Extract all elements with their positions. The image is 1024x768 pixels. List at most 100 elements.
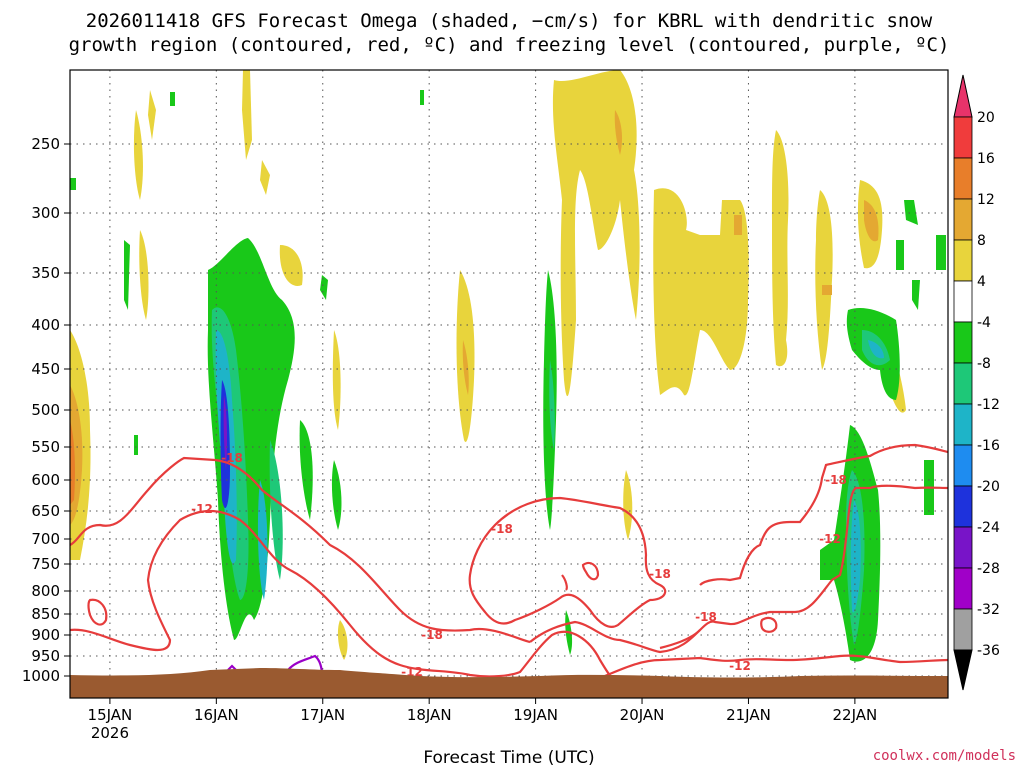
colorbar-tick-label: -12 — [977, 397, 1000, 413]
contour-label: -18 — [649, 567, 671, 581]
colorbar: 20 16 12 8 4 -4 -8 -12 -16 -20 -24 -28 -32 -36 — [953, 74, 1000, 691]
omega-shade-green — [299, 420, 313, 520]
colorbar-tick-label: 8 — [977, 233, 986, 249]
freezing-level-contours — [227, 654, 324, 676]
colorbar-segment — [953, 444, 973, 487]
colorbar-tick-label: -16 — [977, 438, 1000, 454]
colorbar-tick-label: -24 — [977, 520, 1000, 536]
contour-label: -12 — [191, 502, 213, 516]
colorbar-segment — [953, 280, 973, 323]
dgz-contour-line — [561, 574, 568, 591]
dgz-contours — [70, 443, 948, 680]
contour-label: -18 — [421, 628, 443, 642]
gridlines — [70, 70, 948, 698]
omega-shade-teal — [549, 360, 555, 450]
colorbar-segment — [953, 198, 973, 241]
omega-shade-yellow — [260, 160, 270, 195]
omega-shade-yellow — [332, 330, 341, 430]
omega-shade-yellow — [242, 70, 252, 160]
omega-shade-green — [70, 178, 76, 190]
omega-shade-cyan — [257, 480, 268, 600]
dgz-contour-line — [659, 484, 948, 650]
contour-label: -18 — [695, 610, 717, 624]
y-tick-label: 950 — [31, 647, 60, 665]
y-tick-label: 550 — [31, 438, 60, 456]
colorbar-segment — [953, 485, 973, 528]
x-axis-label: Forecast Time (UTC) — [423, 748, 594, 768]
colorbar-segment — [953, 403, 973, 446]
colorbar-segment — [953, 608, 973, 651]
y-tick-label: 700 — [31, 530, 60, 548]
x-tick-label: 19JAN — [513, 706, 558, 724]
colorbar-tick-label: 20 — [977, 110, 995, 126]
omega-shade-amber — [822, 285, 832, 295]
omega-shade-green — [904, 200, 918, 225]
omega-shade-yellow — [337, 620, 348, 660]
y-tick-label: 650 — [31, 502, 60, 520]
contour-label: -12 — [729, 659, 751, 673]
y-tick-label: 300 — [31, 204, 60, 222]
omega-shade-violet — [223, 395, 228, 470]
plot-frame — [69, 69, 949, 699]
y-tick-label: 800 — [31, 582, 60, 600]
omega-shade-teal — [269, 440, 283, 580]
omega-shade-yellow — [133, 110, 143, 200]
y-tick-label: 500 — [31, 401, 60, 419]
omega-shade-green — [124, 240, 130, 310]
omega-shade-amber — [734, 215, 742, 235]
ground-surface — [70, 668, 948, 698]
omega-shade-cyan — [868, 340, 884, 359]
colorbar-tick-label: 16 — [977, 151, 995, 167]
colorbar-segment — [953, 239, 973, 282]
y-tick-label: 600 — [31, 471, 60, 489]
colorbar-segment — [953, 362, 973, 405]
omega-shade-yellow — [772, 130, 789, 367]
colorbar-cap-top — [953, 74, 973, 118]
y-tick-label: 850 — [31, 605, 60, 623]
colorbar-tick-label: -8 — [977, 356, 991, 372]
colorbar-tick-label: 4 — [977, 274, 986, 290]
omega-shade-yellow — [623, 470, 633, 540]
omega-shade-cyan — [850, 500, 861, 613]
colorbar-tick-label: -36 — [977, 643, 1000, 659]
x-tick-label: 15JAN — [88, 706, 133, 724]
dgz-contour-line — [468, 496, 667, 628]
colorbar-tick-label: -20 — [977, 479, 1000, 495]
omega-shade-orange — [70, 420, 75, 505]
omega-shade-green — [936, 235, 946, 270]
dgz-contour-line — [760, 616, 778, 633]
omega-shade-green — [912, 280, 920, 310]
omega-shade-green — [320, 275, 328, 300]
x-tick-sublabel: 2026 — [91, 724, 129, 742]
y-tick-label: 900 — [31, 626, 60, 644]
colorbar-tick-label: -4 — [977, 315, 991, 331]
colorbar-segment — [953, 116, 973, 159]
chart-title-line-2: growth region (contoured, red, ºC) and f… — [69, 34, 950, 56]
omega-shade-green — [896, 240, 904, 270]
contour-label: -18 — [221, 451, 243, 465]
x-tick-label: 20JAN — [620, 706, 665, 724]
colorbar-tick-label: -28 — [977, 561, 1000, 577]
contour-labels: -18 -12 -18 -18 -12 -18 -18 -12 -18 -12 — [191, 451, 847, 679]
omega-shading — [70, 70, 946, 662]
colorbar-tick-label: 12 — [977, 192, 995, 208]
credit-link[interactable]: coolwx.com/models — [873, 748, 1016, 764]
y-axis: 1000 950 900 850 800 750 700 650 600 550 500 450 400… — [22, 135, 70, 685]
dgz-contour-line — [529, 620, 701, 654]
colorbar-segment — [953, 526, 973, 569]
omega-shade-green — [170, 92, 175, 106]
freezing-level-contour-line — [227, 664, 237, 671]
colorbar-segment — [953, 321, 973, 364]
contour-label: -12 — [819, 532, 841, 546]
omega-shade-green — [134, 435, 138, 455]
omega-shade-yellow — [148, 90, 156, 140]
dgz-contour-line — [87, 598, 108, 626]
x-tick-label: 22JAN — [833, 706, 878, 724]
omega-shade-amber — [864, 200, 879, 242]
omega-shade-yellow — [552, 70, 640, 397]
x-tick-label: 18JAN — [407, 706, 452, 724]
omega-shade-amber — [614, 110, 623, 155]
y-tick-label: 400 — [31, 316, 60, 334]
